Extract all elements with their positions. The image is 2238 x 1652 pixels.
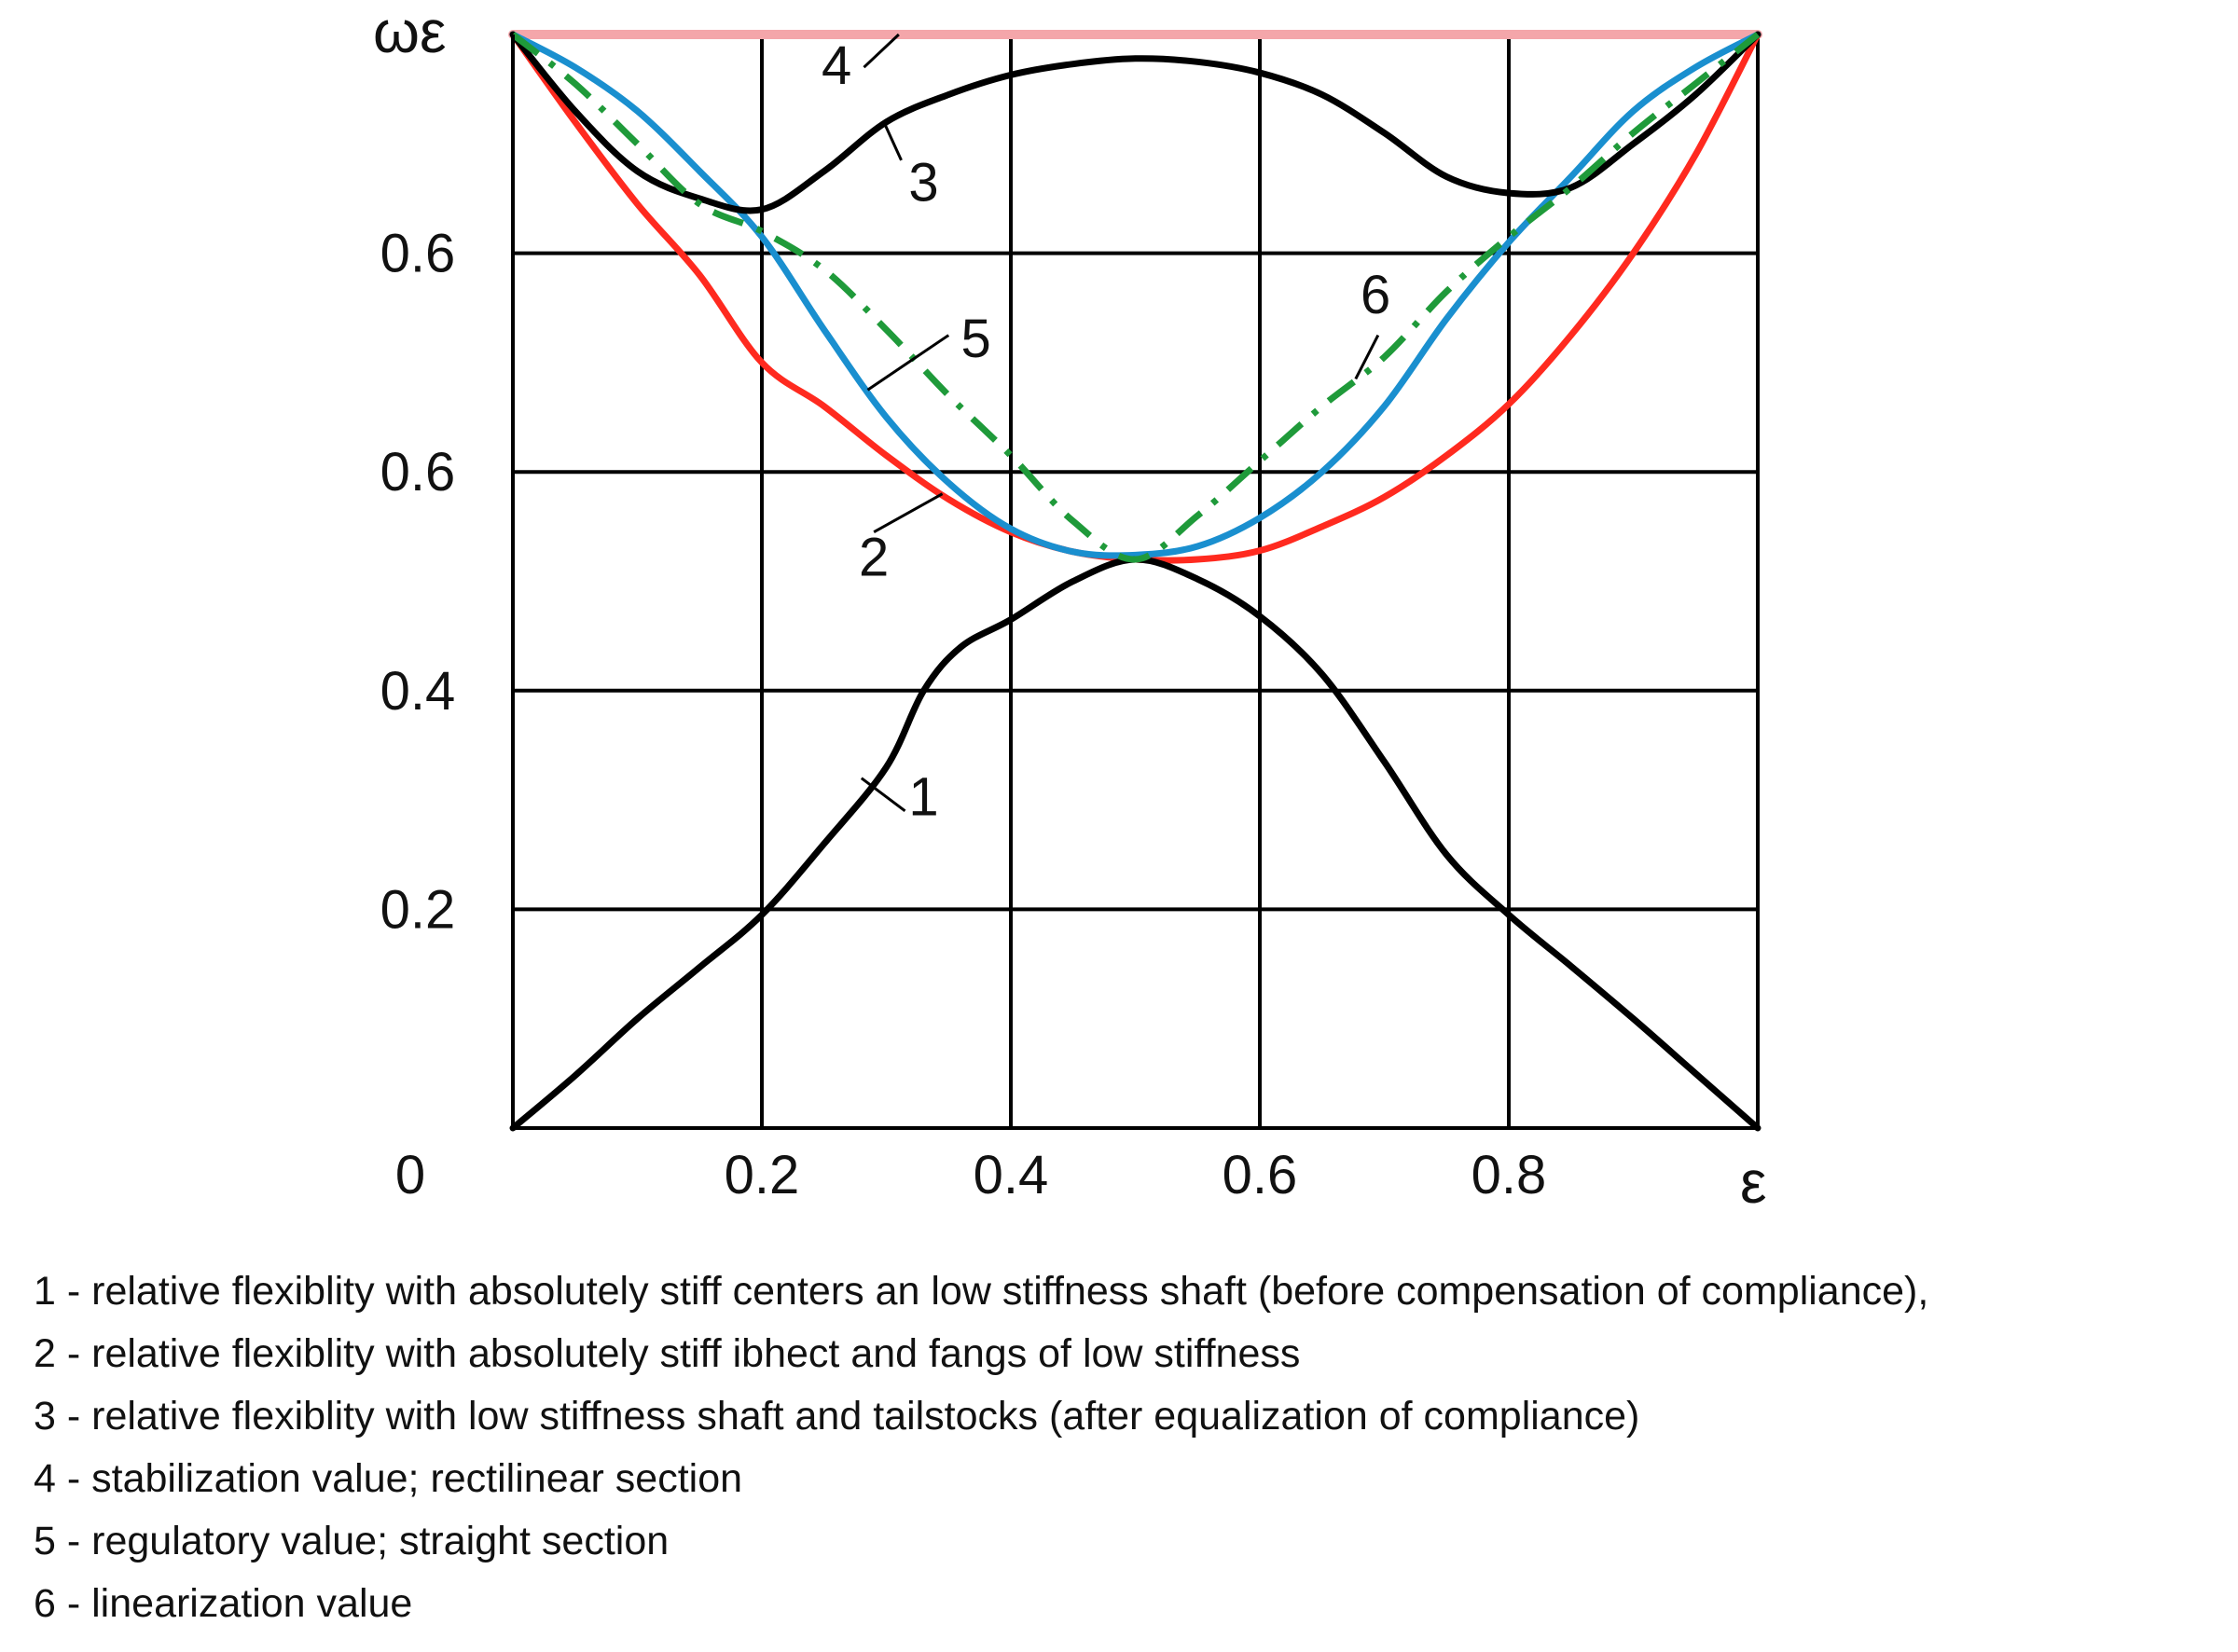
series-line-2 bbox=[509, 31, 1761, 564]
curve-label: 4 bbox=[822, 35, 851, 96]
series-line-5 bbox=[509, 31, 1761, 559]
legend-item: 5 - regulatory value; straight section bbox=[34, 1519, 670, 1563]
x-tick-label: 0.2 bbox=[725, 1145, 800, 1205]
curve-label-leaders bbox=[860, 33, 1380, 813]
curve-label: 5 bbox=[960, 309, 990, 369]
origin-label: 0 bbox=[395, 1145, 425, 1205]
legend-item: 1 - relative flexiblity with absolutely … bbox=[34, 1269, 1929, 1314]
legend-item: 3 - relative flexiblity with low stiffne… bbox=[34, 1394, 1640, 1439]
grid-lines bbox=[513, 34, 1760, 1128]
tick-labels: 0.2 0.4 0.6 0.8 0.2 0.4 0.6 0.6 bbox=[380, 224, 1547, 1205]
y-tick-label: 0.2 bbox=[380, 879, 456, 940]
legend: 1 - relative flexiblity with absolutely … bbox=[34, 1260, 2216, 1635]
curve-label: 3 bbox=[908, 152, 938, 213]
curve-label: 1 bbox=[908, 767, 938, 828]
y-tick-label: 0.4 bbox=[380, 661, 456, 722]
curve-labels: 1 2 34 5 6 bbox=[822, 35, 1390, 828]
x-axis-title: ε bbox=[1740, 1149, 1767, 1216]
curve-label-leader bbox=[866, 334, 950, 392]
axes bbox=[511, 34, 1758, 1130]
curve-label-leader bbox=[882, 121, 903, 161]
x-tick-label: 0.4 bbox=[974, 1145, 1049, 1205]
x-tick-label: 0.6 bbox=[1223, 1145, 1298, 1205]
curve-label-leader bbox=[1354, 334, 1380, 380]
curve-label-leader bbox=[863, 33, 900, 69]
y-axis-title: ωε bbox=[373, 0, 447, 65]
legend-item: 2 - relative flexiblity with absolutely … bbox=[34, 1331, 1301, 1376]
series-line-1 bbox=[509, 556, 1761, 1132]
legend-item: 6 - linearization value bbox=[34, 1581, 413, 1626]
series-lines bbox=[508, 30, 1762, 1132]
curve-label: 6 bbox=[1361, 265, 1390, 325]
legend-item: 4 - stabilization value; rectilinear sec… bbox=[34, 1456, 743, 1501]
y-tick-label: 0.6 bbox=[380, 442, 456, 502]
x-tick-label: 0.8 bbox=[1471, 1145, 1547, 1205]
curve-label-leader bbox=[860, 777, 906, 813]
curve-label: 2 bbox=[859, 528, 889, 588]
series-line-6 bbox=[510, 32, 1761, 563]
curve-label-leader bbox=[873, 492, 944, 534]
y-tick-label: 0.6 bbox=[380, 224, 456, 284]
series-line-3 bbox=[509, 31, 1761, 214]
